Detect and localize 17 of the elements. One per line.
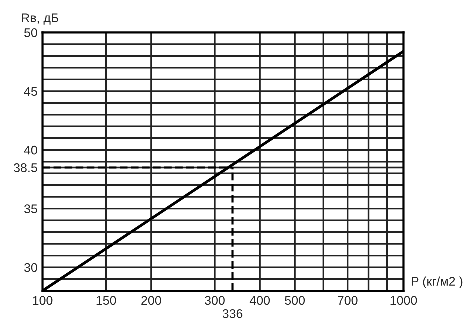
y-tick-label: 30 — [24, 263, 38, 272]
x-axis-title: P (кг/м2 ) — [412, 276, 463, 288]
y-tick-label: 40 — [24, 146, 38, 155]
x-tick-label: 300 — [205, 296, 225, 306]
y-tick-label: 45 — [24, 87, 38, 96]
ref-line-label: 336 — [222, 309, 243, 318]
x-tick-label: 100 — [33, 296, 53, 306]
y-tick-label: 50 — [24, 28, 38, 38]
x-tick-label: 500 — [285, 296, 306, 306]
x-tick-label: 700 — [338, 296, 358, 306]
x-tick-label: 200 — [142, 296, 162, 306]
y-tick-label: 38.5 — [14, 164, 38, 172]
y-axis-title: Rв, дБ — [22, 14, 59, 25]
y-tick-label: 35 — [24, 204, 38, 214]
x-tick-label: 1000 — [390, 296, 418, 306]
x-tick-label: 400 — [250, 296, 270, 306]
x-tick-label: 150 — [96, 296, 116, 306]
